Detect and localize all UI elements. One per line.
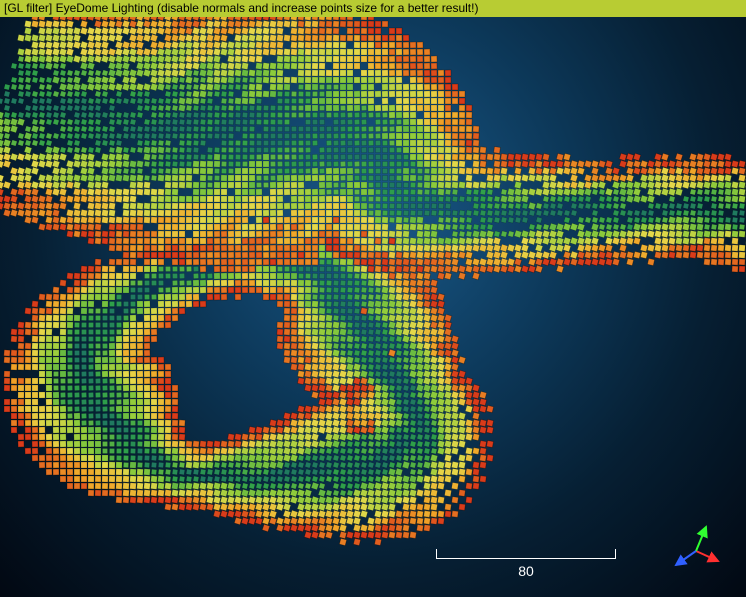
scale-bar-label: 80 <box>436 563 616 579</box>
axis-x <box>696 551 718 561</box>
gl-filter-text: [GL filter] EyeDome Lighting (disable no… <box>4 1 478 15</box>
scale-bar: 80 <box>436 549 616 579</box>
3d-viewport[interactable]: [GL filter] EyeDome Lighting (disable no… <box>0 0 746 597</box>
gl-filter-info-bar: [GL filter] EyeDome Lighting (disable no… <box>0 0 746 17</box>
point-cloud-render <box>0 17 746 597</box>
axis-z <box>676 551 696 565</box>
scale-bar-line <box>436 549 616 559</box>
axis-y <box>696 527 706 551</box>
axis-gizmo[interactable] <box>666 521 726 581</box>
